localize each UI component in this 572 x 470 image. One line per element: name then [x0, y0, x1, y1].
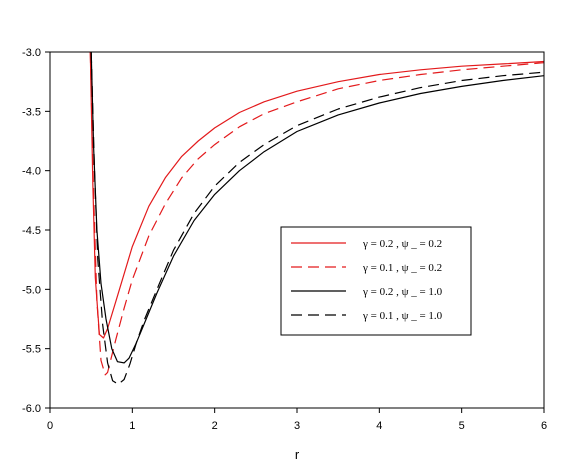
x-tick-label: 3 [294, 420, 300, 432]
x-tick-label: 5 [459, 420, 465, 432]
legend-label-4: γ = 0.1 , ψ _ = 1.0 [362, 310, 443, 322]
legend-label-2: γ = 0.1 , ψ _ = 0.2 [362, 262, 442, 274]
y-tick-label: -5.5 [22, 344, 41, 356]
y-axis: -6.0 -5.5 -5.0 -4.5 -4.0 -3.5 -3.0 [22, 47, 50, 415]
y-tick-label: -4.5 [22, 225, 41, 237]
legend-box [280, 226, 472, 336]
x-tick-label: 4 [376, 420, 382, 432]
x-tick-label: 0 [47, 420, 53, 432]
y-tick-label: -6.0 [22, 403, 41, 415]
series-layer [89, 52, 544, 385]
series-line-1 [89, 52, 544, 339]
legend: γ = 0.2 , ψ _ = 0.2 γ = 0.1 , ψ _ = 0.2 γ … [280, 226, 472, 336]
y-tick-label: -3.5 [22, 106, 41, 118]
y-tick-label: -5.0 [22, 284, 41, 296]
y-tick-label: -4.0 [22, 166, 41, 178]
series-line-4 [90, 52, 544, 385]
x-axis-title: r [295, 447, 300, 462]
legend-label-3: γ = 0.2 , ψ _ = 1.0 [362, 286, 443, 298]
x-tick-label: 6 [541, 420, 547, 432]
x-tick-label: 2 [212, 420, 218, 432]
x-tick-label: 1 [129, 420, 135, 432]
legend-label-1: γ = 0.2 , ψ _ = 0.2 [362, 238, 442, 250]
x-axis: 0 1 2 3 4 5 6 [47, 408, 547, 432]
series-line-3 [90, 52, 544, 364]
series-line-2 [89, 52, 544, 376]
y-tick-label: -3.0 [22, 47, 41, 59]
